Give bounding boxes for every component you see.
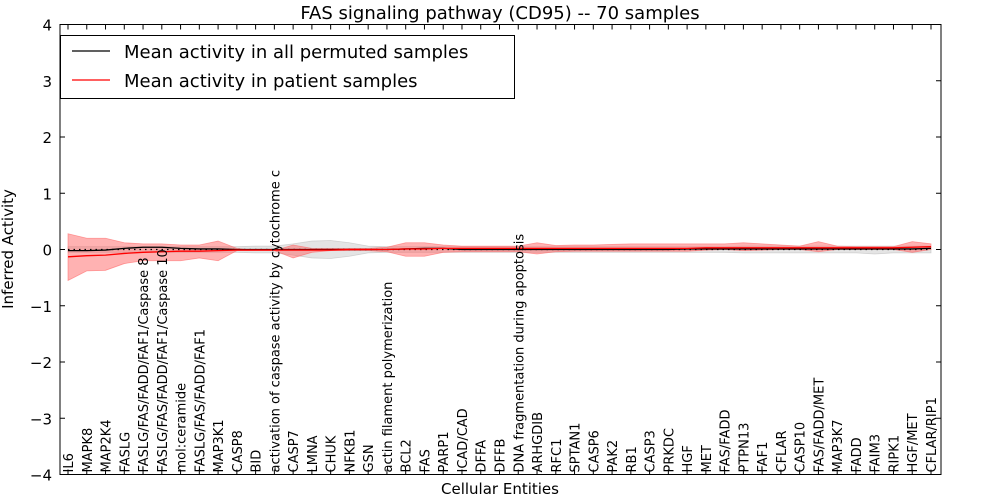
x-tick-label: SPTAN1 [569,423,584,473]
x-tick-label: IL6 [62,453,77,472]
x-tick-label: FAS/FADD/MET [812,378,827,473]
x-tick-label: PTPN13 [737,423,752,473]
x-tick-label: HGF/MET [906,413,921,472]
x-tick-label: FADD [850,437,865,472]
x-tick-label: NFKB1 [343,430,358,473]
x-tick-label: CASP6 [587,430,602,472]
x-tick-label: BCL2 [400,439,415,472]
x-tick-label: CASP3 [644,430,659,472]
x-tick-label: FASLG/FAS/FADD/FAF1/Caspase 8 [137,257,152,472]
x-tick-label: RIPK1 [887,435,902,473]
y-tick-label: 1 [42,185,52,203]
x-tick-label: MAP2K4 [100,419,115,472]
x-tick-label: RB1 [625,446,640,472]
x-tick-label: PRKDC [662,428,677,472]
y-tick-label: −2 [30,354,52,372]
x-tick-label: MET [700,445,715,472]
x-tick-label: BID [250,450,265,473]
y-tick-label: −4 [30,467,52,485]
x-tick-label: DNA fragmentation during apoptosis [512,234,527,473]
x-tick-label: CHUK [325,435,340,472]
legend-box [60,35,515,99]
chart-title: FAS signaling pathway (CD95) -- 70 sampl… [300,3,699,24]
x-tick-label: MAP3K1 [212,419,227,472]
legend-label-permuted: Mean activity in all permuted samples [124,42,468,63]
y-tick-label: 0 [42,242,52,260]
x-axis-label: Cellular Entities [441,480,559,498]
y-tick-label: 2 [42,129,52,147]
x-tick-label: activation of caspase activity by cytoch… [268,170,283,473]
y-tick-label: 4 [42,17,52,35]
x-tick-label: CASP7 [287,430,302,472]
x-tick-label: PAK2 [606,440,621,473]
x-tick-label: LMNA [306,435,321,472]
series-line-permuted [68,246,932,252]
x-tick-label: GSN [362,444,377,472]
legend-label-patient: Mean activity in patient samples [124,71,418,92]
x-tick-label: MAP3K7 [831,419,846,472]
confidence-band-patient [67,233,932,282]
y-axis: −4 −3 −2 −1 0 1 2 3 4 [30,17,941,485]
x-tick-label: FASLG [118,432,133,473]
x-tick-label: CFLAR/RIP1 [925,397,940,472]
x-tick-label: ICAD/CAD [456,408,471,472]
x-tick-label: DFFA [475,440,490,473]
x-tick-label: FAS [418,449,433,472]
x-tick-label: HGF [681,445,696,472]
x-tick-label: ARHGDIB [531,412,546,473]
y-axis-label: Inferred Activity [0,189,17,309]
series-line-patient [67,246,932,258]
x-tick-label: FASLG/FAS/FADD/FAF1/Caspase 10 [156,249,171,472]
x-tick-label: DFFB [494,439,509,473]
x-tick-label: FAIM3 [869,434,884,473]
legend: Mean activity in all permuted samples Me… [60,35,515,99]
x-tick-label: CASP10 [794,422,809,473]
x-tick-label: FAF1 [756,442,771,473]
y-tick-label: −3 [30,410,52,428]
x-tick-label: CASP8 [231,430,246,472]
plot-area [67,233,932,282]
x-tick-label: RFC1 [550,439,565,473]
y-tick-label: −1 [30,298,52,316]
x-axis: IL6 MAPK8 MAP2K4 FASLG FASLG/FAS/FADD/FAF1/C… [62,24,940,475]
x-tick-label: FASLG/FAS/FADD/FAF1 [193,329,208,472]
y-tick-label: 3 [42,73,52,91]
x-tick-label: MAPK8 [81,428,96,473]
x-tick-label: actin filament polymerization [381,282,396,473]
x-tick-label: FAS/FADD [719,409,734,472]
x-tick-label: CFLAR [775,430,790,472]
x-tick-label: mol:ceramide [175,383,190,473]
x-tick-label: PARP1 [437,431,452,472]
